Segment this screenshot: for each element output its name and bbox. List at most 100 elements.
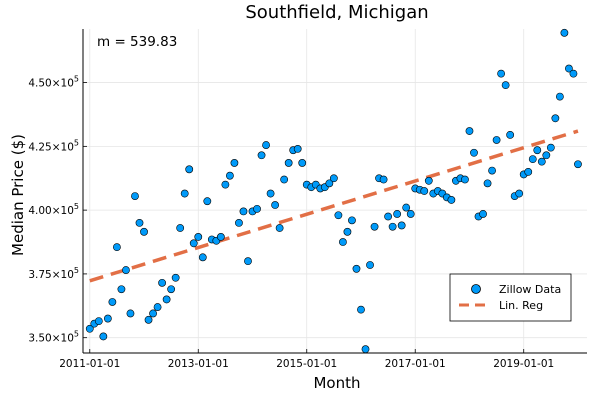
data-point (565, 64, 573, 73)
data-point (171, 273, 180, 282)
data-point (153, 303, 162, 311)
data-point (144, 315, 153, 324)
data-point (533, 146, 542, 155)
legend-marker-zillow (471, 284, 481, 294)
x-tick-label: 2011-01-01 (59, 358, 120, 370)
x-tick-label: 2013-01-01 (168, 358, 229, 370)
data-point (85, 324, 94, 333)
data-point (470, 148, 478, 157)
data-point (271, 201, 280, 209)
data-point (167, 285, 176, 294)
data-point (497, 69, 506, 78)
data-point (94, 317, 103, 326)
data-point (126, 309, 135, 318)
data-point (574, 160, 582, 169)
y-axis-label: Median Price ($) (9, 134, 27, 256)
legend: Zillow Data Lin. Reg (449, 273, 572, 322)
data-point (379, 175, 388, 184)
data-point (293, 145, 302, 153)
data-point (230, 159, 239, 167)
data-point (366, 261, 374, 269)
data-point (203, 197, 212, 206)
plot-frame (82, 29, 587, 354)
data-point (189, 239, 198, 248)
data-point (406, 210, 415, 218)
data-point (488, 166, 496, 175)
data-point (348, 216, 356, 225)
data-point (393, 210, 402, 218)
data-point (162, 295, 171, 304)
data-point (266, 189, 275, 198)
y-tick-label: 3.75×105 (28, 266, 79, 281)
data-point (524, 167, 533, 176)
data-point (180, 189, 189, 198)
y-tick-label: 4.00×105 (28, 202, 79, 217)
x-tick-label: 2015-01-01 (276, 358, 337, 370)
data-point (284, 159, 293, 167)
data-point (560, 28, 569, 37)
data-point (135, 218, 144, 227)
data-point (397, 221, 406, 230)
data-point (461, 175, 469, 184)
data-point (226, 171, 234, 180)
data-point (149, 309, 157, 318)
data-point (384, 212, 393, 221)
legend-label-regression: Lin. Reg (499, 299, 543, 312)
data-point (257, 151, 266, 160)
data-point (108, 298, 117, 306)
data-point (424, 176, 433, 185)
data-point (235, 218, 243, 227)
legend-box (449, 273, 572, 322)
data-point (555, 92, 564, 101)
data-point (158, 278, 167, 287)
data-point (113, 243, 121, 252)
data-point (370, 222, 379, 231)
data-point (542, 151, 551, 160)
data-point (339, 238, 347, 246)
y-tick-label: 3.50×105 (28, 330, 79, 345)
data-points (85, 28, 582, 354)
data-point (357, 305, 365, 314)
data-point (388, 222, 397, 231)
data-point (253, 204, 261, 213)
data-point (122, 266, 130, 274)
data-point (402, 203, 411, 212)
data-point (420, 187, 429, 195)
data-point (334, 211, 343, 220)
regression-layer (89, 129, 579, 283)
data-point (117, 285, 126, 294)
legend-label-zillow: Zillow Data (499, 283, 561, 296)
data-point (176, 224, 185, 232)
data-point (131, 192, 139, 201)
data-point (99, 332, 108, 341)
data-point (483, 179, 492, 188)
data-point (506, 130, 515, 139)
y-tick-label: 4.25×105 (28, 138, 79, 153)
data-point (515, 189, 524, 198)
data-point (361, 345, 370, 354)
data-point (325, 179, 334, 188)
data-point (185, 165, 194, 174)
data-point (492, 136, 501, 144)
data-point (239, 207, 248, 216)
data-point (221, 180, 230, 189)
slope-annotation: m = 539.83 (97, 34, 177, 50)
data-point (275, 224, 284, 232)
data-point (537, 157, 546, 166)
data-point (465, 127, 474, 135)
data-point (447, 196, 456, 204)
data-point (528, 155, 537, 164)
data-point (244, 257, 252, 266)
data-point (140, 227, 148, 236)
data-point (262, 141, 270, 149)
data-point (194, 233, 203, 241)
data-point (343, 227, 352, 236)
data-point (569, 69, 578, 78)
data-point (298, 159, 307, 167)
chart-title: Southfield, Michigan (245, 2, 428, 23)
regression-line (89, 129, 579, 283)
data-point (329, 174, 338, 183)
data-point (352, 264, 361, 273)
